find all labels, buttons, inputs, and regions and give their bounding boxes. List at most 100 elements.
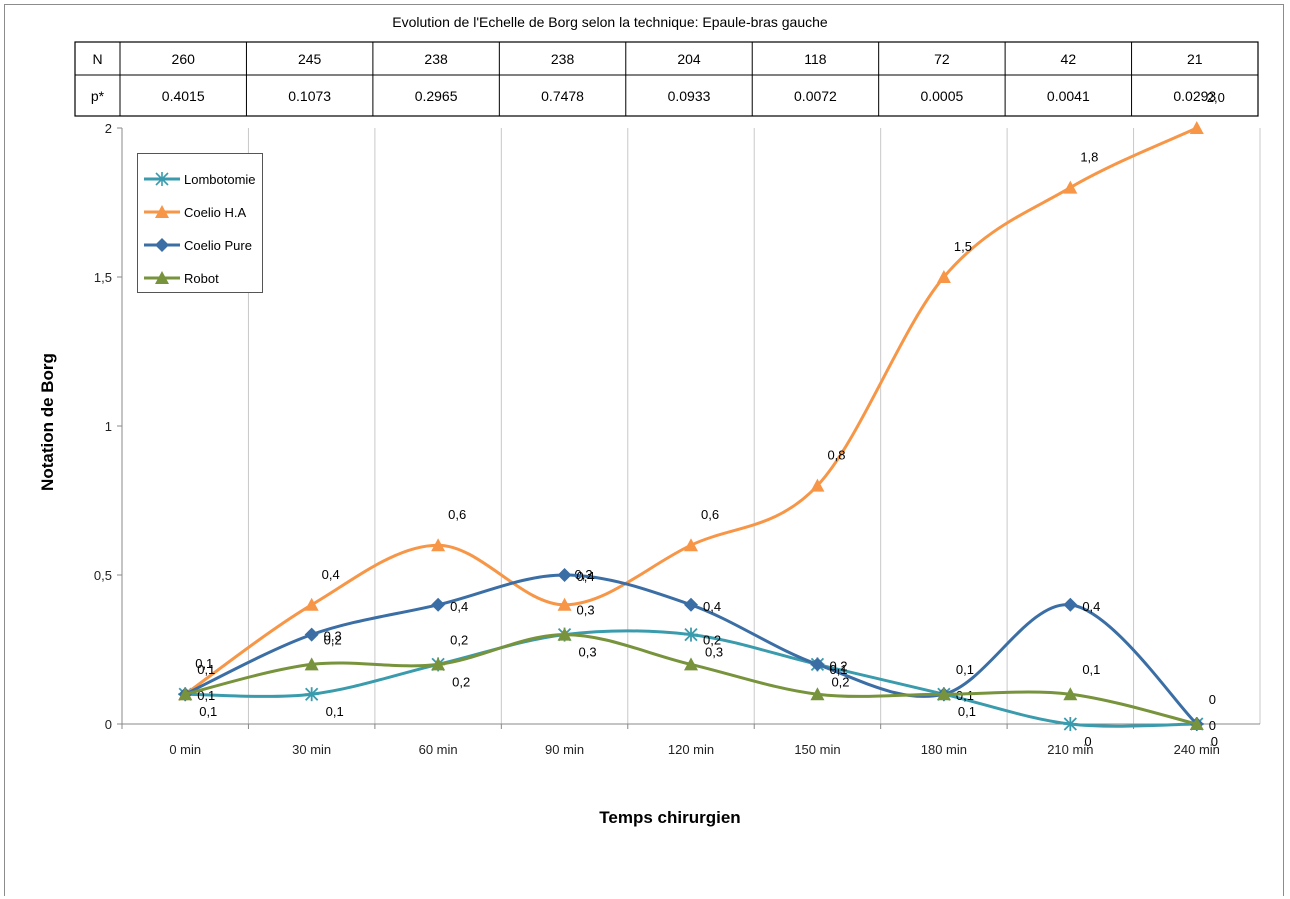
y-tick-label: 1,5 — [94, 270, 112, 285]
data-label-coelio-pure: 0,4 — [703, 599, 721, 614]
data-point-robot — [1063, 687, 1078, 701]
data-point-robot — [936, 687, 951, 701]
x-tick-label: 30 min — [292, 742, 331, 757]
data-label-robot: 0 — [1209, 692, 1216, 707]
legend-label-robot: Robot — [184, 270, 219, 286]
table-cell-p: 0.0041 — [1047, 88, 1090, 104]
data-label-coelio-pure: 0,2 — [829, 658, 847, 673]
data-label-coelio-pure: 0,3 — [324, 629, 342, 644]
data-label-robot: 0,2 — [324, 632, 342, 647]
data-label-coelio-h-a: 0,6 — [701, 507, 719, 522]
x-tick-label: 90 min — [545, 742, 584, 757]
data-label-coelio-pure: 0,4 — [450, 599, 468, 614]
y-tick-label: 1 — [105, 419, 112, 434]
table-cell-n: 238 — [551, 51, 575, 67]
table-row-label-p: p* — [91, 88, 105, 104]
data-point-coelio-pure — [304, 627, 319, 642]
data-point-robot — [431, 657, 446, 671]
table-cell-n: 260 — [172, 51, 196, 67]
table-cell-n: 42 — [1061, 51, 1077, 67]
table-cell-p: 0.0933 — [668, 88, 711, 104]
x-tick-label: 180 min — [921, 742, 967, 757]
x-tick-label: 210 min — [1047, 742, 1093, 757]
legend-swatch-coelio-pure — [144, 238, 180, 252]
x-tick-label: 0 min — [169, 742, 201, 757]
data-point-coelio-h-a — [431, 538, 446, 552]
data-label-robot: 0,2 — [703, 632, 721, 647]
data-point-lombotomie — [1063, 717, 1078, 731]
data-point-coelio-h-a — [810, 478, 825, 492]
data-point-coelio-h-a — [304, 597, 319, 611]
data-point-robot — [684, 657, 698, 671]
legend-item-robot: Robot — [144, 268, 219, 288]
table-cell-p: 0.2965 — [415, 88, 458, 104]
table-cell-p: 0.1073 — [288, 88, 331, 104]
table-row-label-n: N — [92, 51, 102, 67]
data-label-robot: 0,1 — [197, 662, 215, 677]
data-point-coelio-pure — [431, 597, 446, 612]
data-point-coelio-pure — [810, 657, 825, 672]
data-point-lombotomie — [304, 687, 319, 702]
table-border — [74, 41, 1259, 117]
data-label-coelio-h-a: 0,1 — [195, 656, 213, 671]
data-point-coelio-h-a — [557, 597, 572, 611]
data-label-lombotomie: 0,1 — [326, 704, 344, 719]
data-point-lombotomie — [684, 627, 698, 642]
table-cell-n: 238 — [424, 51, 448, 67]
data-label-robot: 0,3 — [577, 603, 595, 618]
data-label-lombotomie: 0,2 — [831, 674, 849, 689]
data-label-coelio-h-a: 0,8 — [827, 448, 845, 463]
data-label-lombotomie: 0,3 — [705, 645, 723, 660]
series-line-coelio-pure — [184, 573, 1198, 726]
table-cell-n: 21 — [1187, 51, 1203, 67]
data-label-coelio-pure: 0,1 — [197, 688, 215, 703]
legend-swatch-lombotomie — [144, 172, 180, 186]
data-label-coelio-h-a: 0,4 — [322, 567, 340, 582]
legend-label-coelio-pure: Coelio Pure — [184, 237, 252, 253]
y-tick-label: 0,5 — [94, 568, 112, 583]
data-label-lombotomie: 0,1 — [199, 704, 217, 719]
data-point-coelio-pure — [557, 568, 572, 582]
chart-frame — [4, 4, 1284, 896]
data-label-lombotomie: 0 — [1211, 734, 1218, 749]
data-label-lombotomie: 0,1 — [958, 704, 976, 719]
data-label-coelio-h-a: 0,6 — [448, 507, 466, 522]
data-label-coelio-h-a: 1,8 — [1080, 150, 1098, 165]
table-cell-p: 0.4015 — [162, 88, 205, 104]
data-label-coelio-pure: 0 — [1209, 718, 1216, 733]
data-point-coelio-h-a — [936, 270, 951, 283]
data-point-robot — [557, 627, 572, 641]
data-label-coelio-h-a: 2,0 — [1207, 90, 1225, 105]
y-axis-title: Notation de Borg — [38, 353, 57, 491]
legend-label-coelio-ha: Coelio H.A — [184, 204, 247, 220]
table-cell-p: 0.0293 — [1173, 88, 1216, 104]
data-point-coelio-h-a — [684, 538, 698, 552]
x-tick-label: 120 min — [668, 742, 714, 757]
data-label-robot: 0,1 — [956, 662, 974, 677]
legend-item-coelio-ha: Coelio H.A — [144, 202, 246, 222]
legend-item-lombotomie: Lombotomie — [144, 169, 256, 189]
x-tick-label: 240 min — [1174, 742, 1220, 757]
x-tick-label: 150 min — [794, 742, 840, 757]
table-cell-n: 118 — [804, 51, 827, 67]
data-point-robot — [304, 657, 319, 671]
data-point-coelio-pure — [1063, 597, 1078, 612]
legend-swatch-robot — [144, 271, 180, 284]
legend: Lombotomie Coelio H.A Coelio Pure Robot — [137, 153, 263, 293]
data-label-lombotomie: 0,2 — [452, 674, 470, 689]
table-cell-p: 0.7478 — [541, 88, 584, 104]
y-tick-label: 2 — [105, 121, 112, 136]
data-point-coelio-h-a — [1189, 121, 1204, 134]
table-cell-p: 0.0005 — [920, 88, 963, 104]
legend-label-lombotomie: Lombotomie — [184, 171, 256, 187]
data-label-coelio-h-a: 0,3 — [575, 567, 593, 582]
data-point-robot — [810, 687, 825, 701]
data-point-coelio-h-a — [1063, 180, 1078, 194]
x-axis-title: Temps chirurgien — [599, 808, 741, 827]
table-cell-p: 0.0072 — [794, 88, 837, 104]
data-label-robot: 0,1 — [1082, 662, 1100, 677]
table-cell-n: 204 — [677, 51, 701, 67]
data-label-coelio-pure: 0,4 — [1082, 599, 1100, 614]
table-cell-n: 245 — [298, 51, 322, 67]
